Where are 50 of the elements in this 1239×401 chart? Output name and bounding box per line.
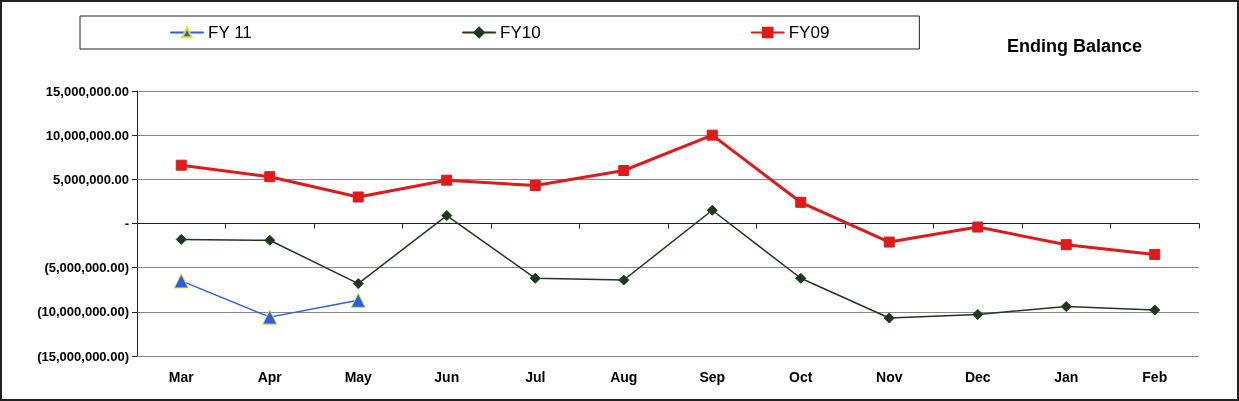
point <box>1149 304 1161 316</box>
point <box>618 165 630 176</box>
x-tick-label: Sep <box>699 369 726 385</box>
point <box>883 312 895 324</box>
point <box>1060 239 1072 251</box>
point <box>264 234 276 246</box>
point <box>706 129 718 141</box>
chart-title: Ending Balance <box>1006 36 1142 56</box>
point <box>972 221 984 233</box>
legend-label: FY10 <box>500 23 541 42</box>
legend-label: FY09 <box>788 23 830 42</box>
legend-label: FY 11 <box>208 23 252 42</box>
point <box>352 278 364 290</box>
x-tick-label: Feb <box>1142 369 1168 385</box>
y-tick-label: (5,000,000.00) <box>44 260 129 276</box>
x-tick-label: Mar <box>168 369 195 385</box>
point <box>795 196 807 208</box>
point <box>441 210 453 222</box>
point <box>972 308 984 320</box>
point <box>350 292 366 308</box>
x-tick-label: Oct <box>789 369 813 385</box>
point <box>175 159 187 171</box>
point <box>706 204 718 216</box>
point <box>883 236 895 248</box>
point <box>529 272 541 284</box>
y-tick-label: 10,000,000.00 <box>45 127 129 143</box>
x-tick-label: Jul <box>525 369 546 385</box>
y-tick-label: (15,000,000.00) <box>37 348 129 364</box>
point <box>264 171 276 183</box>
y-tick-label: 5,000,000.00 <box>53 171 129 187</box>
x-tick-label: Jan <box>1054 369 1079 385</box>
y-tick-label: (10,000,000.00) <box>37 304 129 320</box>
x-tick-label: Dec <box>964 369 991 385</box>
point <box>262 309 278 325</box>
point <box>1149 248 1161 260</box>
x-tick-label: Aug <box>610 369 638 385</box>
point <box>175 233 187 245</box>
point <box>173 273 189 289</box>
x-tick-label: Nov <box>876 369 903 385</box>
x-tick-label: Jun <box>434 369 460 385</box>
point <box>618 274 630 286</box>
point <box>1060 301 1072 313</box>
y-tick-label: - <box>124 216 129 231</box>
y-tick-label: 15,000,000.00 <box>45 83 129 99</box>
x-tick-label: Apr <box>257 369 283 385</box>
point <box>795 272 807 284</box>
point <box>529 180 541 192</box>
point <box>352 191 364 203</box>
point <box>441 174 453 186</box>
x-tick-label: May <box>344 369 373 385</box>
